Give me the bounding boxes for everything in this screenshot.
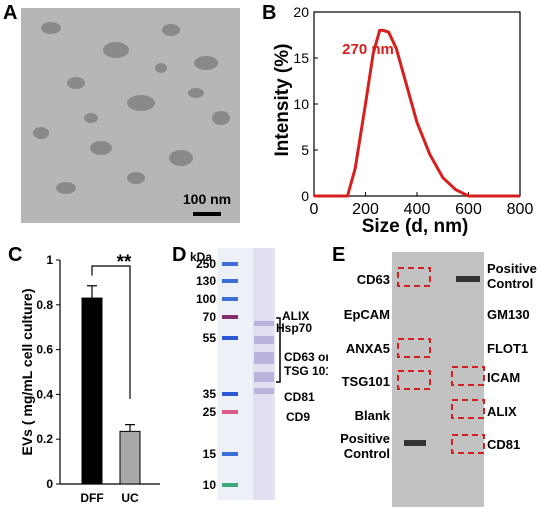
peak-annotation: 270 nm bbox=[342, 41, 394, 58]
label-control: Control bbox=[344, 446, 390, 461]
ladder-band-55 bbox=[222, 336, 238, 340]
label-cd81: CD81 bbox=[487, 437, 520, 452]
label-positive: Positive bbox=[340, 431, 390, 446]
y-tick-label: 0.4 bbox=[36, 387, 53, 401]
ladder-band-10 bbox=[222, 483, 238, 487]
panel-letter-b: B bbox=[262, 2, 277, 24]
y-tick-label: 1 bbox=[46, 253, 53, 267]
y-axis-label: Intensity (%) bbox=[272, 44, 293, 157]
size-distribution-chart: Intensity (%) Size (d, nm) 270 nm 0 200 40… bbox=[272, 4, 533, 237]
bar-dff bbox=[81, 297, 103, 485]
ladder-label: 35 bbox=[203, 387, 217, 401]
y-tick-label: 15 bbox=[293, 50, 309, 66]
band-label-cd9: CD9 bbox=[286, 410, 310, 424]
plot-frame bbox=[313, 11, 521, 197]
y-tick-label: 0 bbox=[46, 477, 53, 491]
ladder-label: 15 bbox=[203, 447, 217, 461]
ladder-label: 130 bbox=[196, 274, 216, 288]
ladder-band-250 bbox=[222, 262, 238, 266]
ladder-label: 55 bbox=[203, 331, 217, 345]
tem-image: 100 nm bbox=[21, 8, 240, 223]
y-tick-label: 0.2 bbox=[36, 432, 53, 446]
dot-blot: CD63 EpCAM ANXA5 TSG101 Blank Positive C… bbox=[340, 252, 537, 507]
panel-letter-a: A bbox=[3, 2, 18, 24]
band-label-tsg101: TSG 101 bbox=[284, 364, 328, 378]
y-tick-label: 5 bbox=[301, 142, 309, 158]
sds-page-gel: kDa 250 130 100 70 55 35 25 15 10 ALIX Hsp70 CD6… bbox=[190, 248, 328, 500]
significance-bracket-line bbox=[91, 265, 131, 399]
vesicle-particles bbox=[33, 22, 230, 194]
ladder-band-100 bbox=[222, 297, 238, 301]
positive-control-dot-left bbox=[404, 440, 426, 446]
label-control-right: Control bbox=[487, 276, 533, 291]
bars bbox=[81, 285, 141, 485]
y-tick-label: 20 bbox=[293, 4, 309, 20]
ladder-label: 100 bbox=[196, 292, 216, 306]
ladder-label: 250 bbox=[196, 257, 216, 271]
label-cd63: CD63 bbox=[357, 272, 390, 287]
ladder-band-70 bbox=[222, 315, 238, 319]
significance-bracket bbox=[91, 265, 131, 399]
bar-uc bbox=[119, 430, 141, 485]
ev-yield-bar-chart: EVs ( mg/mL cell culture) 0 0.2 0.4 0.6 0.8 1… bbox=[19, 252, 160, 505]
ladder-band-15 bbox=[222, 452, 238, 456]
y-tick-label: 0 bbox=[301, 188, 309, 204]
band-label-cd63: CD63 or bbox=[284, 350, 328, 364]
panel-letter-c: C bbox=[8, 244, 23, 266]
significance-stars: ** bbox=[117, 252, 132, 273]
y-tick-label: 0.8 bbox=[36, 298, 53, 312]
label-flot1: FLOT1 bbox=[487, 341, 528, 356]
band-label-cd81: CD81 bbox=[284, 390, 315, 404]
band-label-alix: ALIX bbox=[282, 309, 309, 323]
y-tick-label: 0.6 bbox=[36, 343, 53, 357]
ladder-label: 25 bbox=[203, 405, 217, 419]
x-tick-label: 600 bbox=[455, 201, 482, 218]
band-label-hsp70: Hsp70 bbox=[276, 321, 312, 335]
x-axis-label: Size (d, nm) bbox=[362, 216, 469, 237]
x-tick-label: 800 bbox=[507, 201, 534, 218]
label-anxa5: ANXA5 bbox=[346, 341, 390, 356]
ladder-band-130 bbox=[222, 279, 238, 283]
sample-bands bbox=[254, 321, 274, 394]
panel-letter-d: D bbox=[172, 244, 187, 266]
category-label-dff: DFF bbox=[80, 491, 103, 505]
dashed-boxes bbox=[397, 267, 485, 454]
category-label-uc: UC bbox=[121, 491, 139, 505]
series-line-intensity bbox=[314, 28, 520, 198]
label-icam: ICAM bbox=[487, 370, 520, 385]
kda-label: kDa bbox=[190, 250, 212, 264]
tick-labels: 0 0.2 0.4 0.6 0.8 1 DFF UC bbox=[36, 253, 139, 505]
label-gm130: GM130 bbox=[487, 307, 530, 322]
label-alix: ALIX bbox=[487, 404, 517, 419]
ladder-label: 10 bbox=[203, 478, 217, 492]
chart-axes bbox=[56, 259, 160, 485]
ladder-band-25 bbox=[222, 410, 238, 414]
positive-control-dot-right bbox=[456, 276, 480, 282]
band-bracket bbox=[276, 317, 281, 383]
panel-letter-e: E bbox=[332, 244, 346, 266]
label-positive-right: Positive bbox=[487, 261, 537, 276]
y-tick-label: 10 bbox=[293, 96, 309, 112]
x-tick-label: 400 bbox=[404, 201, 431, 218]
ladder-band-35 bbox=[222, 392, 238, 396]
ladder-lane bbox=[222, 262, 238, 487]
scale-bar-label: 100 nm bbox=[183, 191, 231, 207]
label-blank: Blank bbox=[355, 408, 391, 423]
label-tsg101: TSG101 bbox=[342, 374, 390, 389]
tick-labels: 0 200 400 600 800 0 5 10 15 20 bbox=[293, 4, 533, 218]
y-axis-label: EVs ( mg/mL cell culture) bbox=[19, 288, 35, 455]
x-tick-label: 200 bbox=[352, 201, 379, 218]
x-tick-label: 0 bbox=[310, 201, 319, 218]
ladder-labels: 250 130 100 70 55 35 25 15 10 bbox=[196, 257, 216, 492]
scale-bar bbox=[193, 212, 221, 216]
ladder-label: 70 bbox=[203, 310, 217, 324]
chart-axes bbox=[313, 11, 521, 197]
label-epcam: EpCAM bbox=[344, 307, 390, 322]
